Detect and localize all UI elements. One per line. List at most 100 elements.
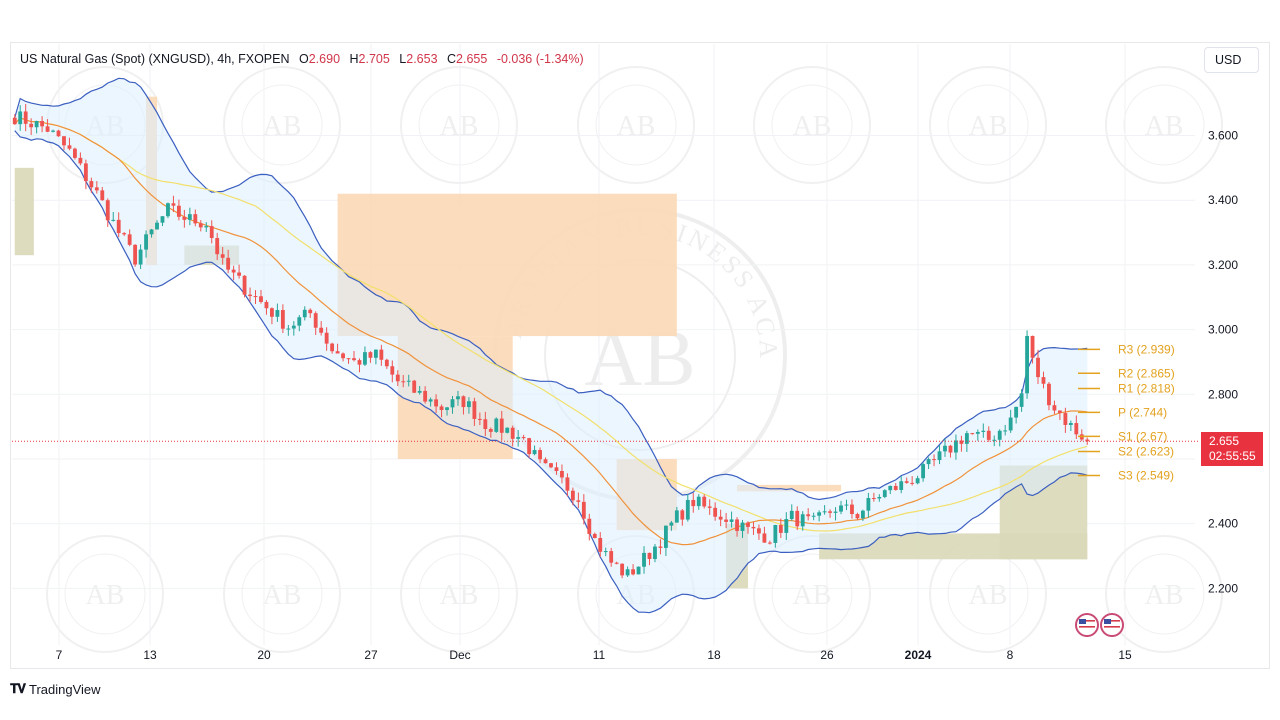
symbol-legend: US Natural Gas (Spot) (XNGUSD), 4h, FXOP…: [20, 52, 584, 66]
candle-body: [959, 440, 964, 444]
candle-body: [259, 296, 263, 302]
candle-body: [915, 478, 920, 484]
time-tick-label: 18: [707, 648, 721, 662]
candle-body: [100, 190, 105, 201]
tradingview-branding[interactable]: 𝐓𝐕 TradingView: [10, 681, 101, 697]
watermark-monogram: AB: [793, 111, 832, 142]
candle-body: [954, 440, 958, 453]
candle-body: [560, 471, 564, 478]
candle-body: [198, 223, 203, 228]
watermark-inner-ring: [418, 84, 500, 166]
symbol-name[interactable]: US Natural Gas (Spot) (XNGUSD), 4h, FXOP…: [20, 52, 290, 66]
watermark-monogram: AB: [1145, 111, 1184, 142]
time-tick-label: 2024: [905, 648, 932, 662]
candle-body: [56, 130, 61, 137]
candle-body: [997, 430, 1002, 440]
candle-body: [379, 349, 384, 360]
pivot-level-label: P (2.744): [1118, 405, 1167, 419]
candle-body: [718, 516, 723, 520]
slow-moving-average: [14, 117, 1088, 532]
candle-body: [324, 332, 329, 344]
watermark-monogram: AB: [440, 580, 479, 611]
candle-body: [647, 552, 652, 559]
candle-body: [964, 433, 969, 444]
time-tick-label: 15: [1118, 648, 1132, 662]
candle-body: [598, 537, 603, 552]
candle-body: [581, 501, 586, 519]
tradingview-logo-icon: 𝐓𝐕: [10, 681, 26, 696]
watermark-monogram: AB: [969, 111, 1008, 142]
candle-body: [67, 145, 72, 149]
candle-body: [428, 399, 433, 402]
candle-body: [51, 130, 55, 132]
watermark-inner-ring: [771, 84, 853, 166]
time-tick-label: 11: [593, 648, 606, 662]
watermark-ring: [400, 66, 518, 184]
brand-name: TradingView: [29, 681, 101, 697]
candle-body: [746, 522, 750, 527]
watermark-inner-ring: [64, 553, 146, 635]
candle-body: [510, 427, 515, 439]
watermark-badge: AB: [753, 66, 871, 184]
watermark-badge: AB: [1105, 66, 1223, 184]
candle-body: [527, 438, 532, 455]
candle-body: [434, 399, 439, 407]
candle-body: [778, 525, 783, 533]
bollinger-lower-band: [14, 130, 1088, 614]
candle-body: [401, 381, 406, 383]
flag-stripe: [1079, 623, 1095, 625]
candle-body: [346, 358, 351, 360]
flag-canton: [1079, 619, 1086, 624]
candle-body: [488, 429, 493, 432]
us-event-flag-icon[interactable]: [1075, 613, 1099, 637]
candle-body: [149, 229, 154, 235]
candle-body: [341, 353, 345, 359]
candle-body: [948, 445, 953, 453]
flag-ring: [1075, 613, 1099, 637]
candle-body: [160, 216, 165, 223]
candle-body: [127, 234, 132, 245]
watermark-ring: [400, 535, 518, 653]
candle-body: [844, 504, 849, 506]
candle-body: [1008, 417, 1013, 431]
candle-body: [357, 360, 362, 365]
candle-body: [724, 519, 729, 522]
candle-body: [1057, 410, 1062, 414]
candle-body: [893, 485, 898, 490]
us-event-flag-icon[interactable]: [1100, 613, 1124, 637]
candle-body: [751, 526, 756, 529]
watermark-monogram: AB: [440, 111, 479, 142]
watermark-inner-ring: [947, 84, 1029, 166]
open-value: 2.690: [308, 52, 341, 66]
price-tick-label: 3.000: [1208, 323, 1238, 337]
pivot-level-label: R1 (2.818): [1118, 381, 1175, 395]
candle-body: [78, 157, 83, 164]
candle-body: [83, 163, 88, 182]
candle-body: [105, 200, 110, 221]
candle-body: [286, 328, 291, 330]
event-flags[interactable]: [1075, 613, 1124, 637]
candle-body: [456, 396, 460, 400]
candle-body: [12, 117, 17, 125]
watermark-badge: AB: [223, 535, 341, 653]
candle-body: [1025, 335, 1029, 394]
bollinger-fill: [14, 78, 1088, 613]
candle-body: [363, 352, 367, 365]
candle-body: [696, 496, 701, 507]
candle-body: [855, 514, 860, 519]
low-label: L: [399, 52, 407, 66]
watermark-ring: [1105, 66, 1223, 184]
candle-body: [828, 511, 832, 513]
candle-body: [910, 482, 915, 484]
candle-body: [822, 511, 827, 513]
watermark-badge: AB: [577, 66, 695, 184]
candle-body: [850, 504, 854, 515]
currency-selector[interactable]: USD: [1204, 47, 1259, 73]
time-axis[interactable]: 7 13 20 27 Dec 11 18 26 2024 8 15: [56, 648, 1132, 662]
candle-body: [587, 518, 592, 534]
time-tick-label: Dec: [449, 648, 470, 662]
candle-body: [253, 296, 258, 298]
candle-body: [680, 510, 685, 520]
